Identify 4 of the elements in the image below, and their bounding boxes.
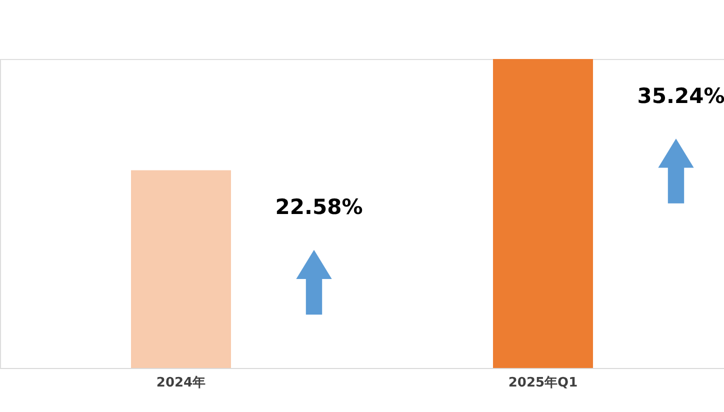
annotation: 35.24% xyxy=(637,84,724,108)
x-tick-label: 2025年Q1 xyxy=(508,376,578,390)
x-tick-label: 2024年 xyxy=(156,376,206,390)
annotation: 22.58% xyxy=(275,195,363,220)
